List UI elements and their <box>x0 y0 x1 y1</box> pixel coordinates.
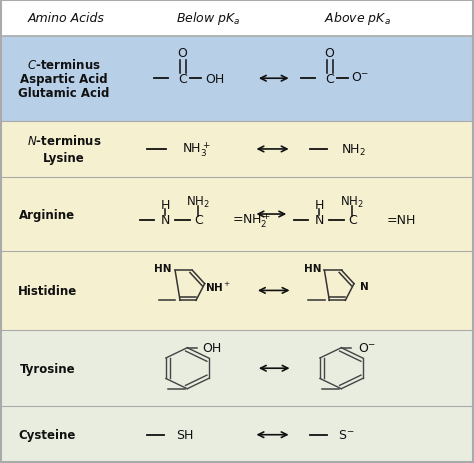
Text: O: O <box>178 47 187 60</box>
Text: Arginine: Arginine <box>19 208 75 221</box>
Text: Above pK$_a$: Above pK$_a$ <box>324 10 392 27</box>
Text: $\mathit{C}$-terminus: $\mathit{C}$-terminus <box>27 58 101 72</box>
Text: =NH: =NH <box>386 213 416 226</box>
Text: Amino Acids: Amino Acids <box>28 12 105 25</box>
Bar <box>0 0 474 37</box>
Bar <box>0 37 474 121</box>
Text: C: C <box>325 73 334 86</box>
Text: NH$_2$: NH$_2$ <box>340 194 364 209</box>
Text: NH$_3^+$: NH$_3^+$ <box>182 140 211 159</box>
Text: Histidine: Histidine <box>18 284 77 297</box>
Text: Tyrosine: Tyrosine <box>19 362 75 375</box>
Text: H: H <box>160 199 170 212</box>
Text: Below pK$_a$: Below pK$_a$ <box>176 10 241 27</box>
Text: N: N <box>360 282 369 291</box>
Text: Lysine: Lysine <box>43 151 85 164</box>
Bar <box>0 121 474 178</box>
Text: N: N <box>314 213 324 226</box>
Text: OH: OH <box>205 73 224 86</box>
Text: S$^{-}$: S$^{-}$ <box>338 428 354 441</box>
Text: N: N <box>160 213 170 226</box>
Text: C: C <box>194 213 202 226</box>
Text: NH$_2$: NH$_2$ <box>341 142 365 157</box>
Text: O: O <box>325 47 334 60</box>
Text: HN: HN <box>155 263 172 273</box>
Text: C: C <box>178 73 187 86</box>
Text: O$^{-}$: O$^{-}$ <box>351 71 369 84</box>
Bar <box>0 251 474 330</box>
Text: Aspartic Acid: Aspartic Acid <box>20 73 108 86</box>
Bar <box>0 407 474 463</box>
Bar <box>0 178 474 251</box>
Text: HN: HN <box>304 263 321 273</box>
Text: NH$^+$: NH$^+$ <box>205 280 231 293</box>
Text: H: H <box>314 199 324 212</box>
Text: $\mathit{N}$-terminus: $\mathit{N}$-terminus <box>27 134 101 148</box>
Text: Glutamic Acid: Glutamic Acid <box>18 87 109 100</box>
Text: =NH$_2^+$: =NH$_2^+$ <box>232 211 271 230</box>
Text: NH$_2$: NH$_2$ <box>186 194 210 209</box>
Text: C: C <box>348 213 356 226</box>
Text: SH: SH <box>176 428 193 441</box>
Bar <box>0 330 474 407</box>
Text: O$^{-}$: O$^{-}$ <box>358 342 376 355</box>
Text: Cysteine: Cysteine <box>18 428 76 441</box>
Text: OH: OH <box>202 342 221 355</box>
